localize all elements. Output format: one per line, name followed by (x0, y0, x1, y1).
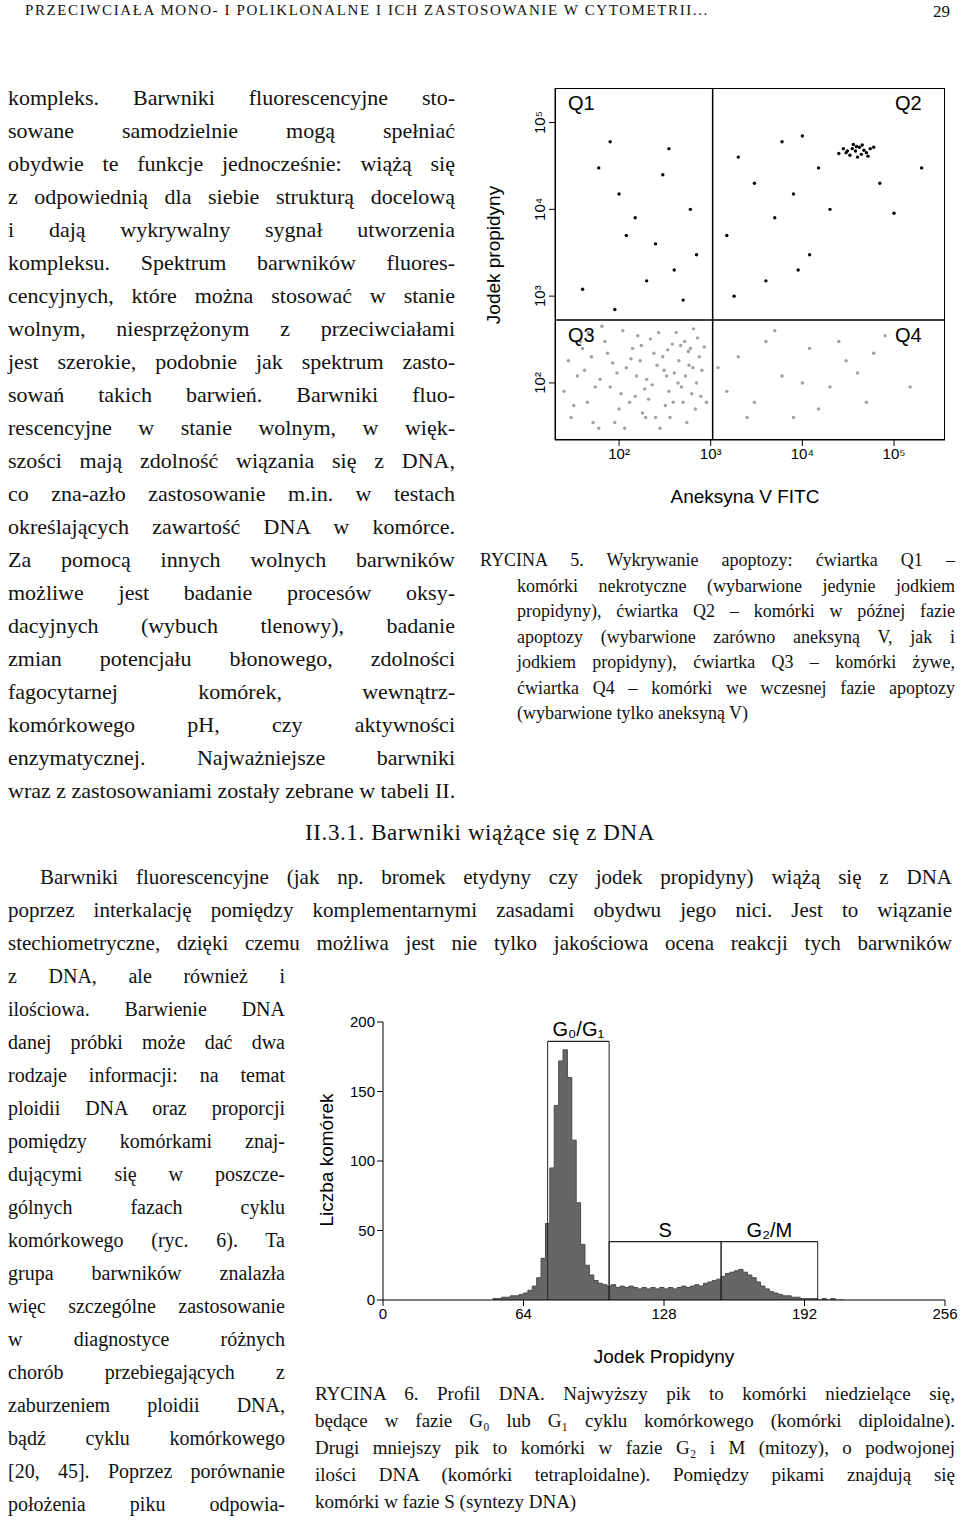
svg-text:10²: 10² (608, 445, 630, 462)
html-text:zaburzeniem ploidii DNA,: zaburzeniem ploidii DNA, (8, 1393, 285, 1416)
html-text:sowane samodzielnie mogą spełn: sowane samodzielnie mogą spełniać (8, 117, 455, 143)
svg-text:10⁵: 10⁵ (531, 111, 548, 134)
svg-text:0: 0 (367, 1291, 375, 1308)
html-text:Q2: Q2 (895, 92, 922, 114)
svg-text:192: 192 (792, 1305, 817, 1322)
html-text:i dają wykrywalny sygnał utwor: i dają wykrywalny sygnał utworzenia (8, 216, 455, 242)
html-text:możliwe jest badanie procesów: możliwe jest badanie procesów oksy- (8, 579, 455, 605)
html-text:apoptozy (wybarwione zarówno a: apoptozy (wybarwione zarówno aneksyną V,… (517, 626, 955, 647)
svg-text:64: 64 (515, 1305, 532, 1322)
html-text:RYCINA 5. Wykrywanie apoptozy:: RYCINA 5. Wykrywanie apoptozy: ćwiartka … (480, 550, 955, 570)
html-text:wraz z zastosowaniami zostały: wraz z zastosowaniami zostały zebrane w … (8, 777, 456, 803)
html-text:ćwiartka Q4 – komórki we wczes: ćwiartka Q4 – komórki we wczesnej fazie … (517, 677, 955, 698)
html-text:ilościowa. Barwienie DNA: ilościowa. Barwienie DNA (8, 997, 285, 1020)
html-text:propidyny), ćwiartka Q2 – komó: propidyny), ćwiartka Q2 – komórki w późn… (517, 601, 955, 621)
html-text:szości mają zdolność wiązania: szości mają zdolność wiązania się z DNA, (8, 447, 455, 473)
svg-text:10⁴: 10⁴ (531, 198, 548, 221)
html-text:co zna-azło zastosowanie m.in.: co zna-azło zastosowanie m.in. w testach (8, 480, 455, 506)
svg-text:S: S (658, 1219, 671, 1241)
html-text:Q3: Q3 (568, 324, 595, 346)
html-text:obydwie te funkcje jednocześni: obydwie te funkcje jednocześnie: wiążą s… (8, 150, 455, 176)
html-text:będące w fazie G₀ lub G₁ cyklu: będące w fazie G₀ lub G₁ cyklu komórkowe… (315, 1409, 955, 1431)
html-text:w diagnostyce różnych: w diagnostyce różnych (8, 1327, 285, 1350)
html-text:z odpowiednią dla siebie struk: z odpowiednią dla siebie strukturą docel… (8, 183, 455, 209)
html-text:kompleks. Barwniki fluorescenc: kompleks. Barwniki fluorescencyjne sto- (8, 84, 455, 110)
html-text:z DNA, ale również i: z DNA, ale również i (8, 964, 285, 987)
svg-text:128: 128 (651, 1305, 676, 1322)
html-text:poprzez interkalację pomiędzy: poprzez interkalację pomiędzy komplement… (8, 897, 952, 922)
html-text:Q4: Q4 (895, 324, 922, 346)
html-text:gólnych fazach cyklu: gólnych fazach cyklu (8, 1195, 285, 1218)
html-text:bądź cyklu komórkowego: bądź cyklu komórkowego (8, 1426, 285, 1449)
html-text:dacyjnych (wybuch tlenowy), ba: dacyjnych (wybuch tlenowy), badanie (8, 612, 455, 638)
html-text:Q1: Q1 (568, 92, 595, 114)
html-text:stechiometryczne, dzięki czemu: stechiometryczne, dzięki czemu możliwa j… (8, 930, 952, 955)
svg-text:10²: 10² (531, 372, 548, 394)
svg-text:0: 0 (379, 1305, 387, 1322)
html-text:kompleksu. Spektrum barwników: kompleksu. Spektrum barwników fluores- (8, 249, 455, 275)
html-text:(wybarwione tylko aneksyną V): (wybarwione tylko aneksyną V) (517, 703, 749, 723)
html-text:komórki nekrotyczne (wybarwion: komórki nekrotyczne (wybarwione jedynie … (517, 575, 955, 596)
html-text:enzymatycznej. Najważniejsze b: enzymatycznej. Najważniejsze barwniki (8, 744, 455, 770)
svg-text:G₀/G₁: G₀/G₁ (553, 1018, 605, 1040)
svg-text:200: 200 (350, 1013, 375, 1030)
html-text:danej próbki może dać dwa: danej próbki może dać dwa (8, 1030, 285, 1053)
html-text:[20, 45]. Poprzez porównanie: [20, 45]. Poprzez porównanie (8, 1459, 285, 1482)
html-text:pomiędzy komórkami znaj-: pomiędzy komórkami znaj- (8, 1129, 285, 1152)
svg-text:10⁵: 10⁵ (883, 445, 906, 462)
html-text:Za pomocą innych wolnych barwn: Za pomocą innych wolnych barwników (8, 546, 455, 572)
html-text:Barwniki fluorescencyjne (jak: Barwniki fluorescencyjne (jak np. bromek… (40, 864, 952, 889)
html-text:Jodek propidyny: Jodek propidyny (483, 185, 504, 325)
html-text:Drugi mniejszy pik to komórki: Drugi mniejszy pik to komórki w fazie G₂… (315, 1436, 955, 1458)
html-text:chorób przebiegających z: chorób przebiegających z (8, 1360, 285, 1383)
html-text:ploidii DNA oraz proporcji: ploidii DNA oraz proporcji (8, 1096, 285, 1119)
svg-text:10³: 10³ (531, 285, 548, 307)
svg-text:256: 256 (932, 1305, 952, 1322)
html-text:PRZECIWCIAŁA MONO- I POLIKLONA: PRZECIWCIAŁA MONO- I POLIKLONALNE I ICH … (25, 2, 709, 18)
svg-text:10³: 10³ (700, 445, 722, 462)
html-text:fagocytarnej komórek, wewnątrz: fagocytarnej komórek, wewnątrz- (8, 678, 455, 704)
html-text:II.3.1. Barwniki wiążące się z: II.3.1. Barwniki wiążące się z DNA (305, 820, 655, 845)
svg-text:G₂/M: G₂/M (747, 1219, 793, 1241)
html-text:Liczba komórek: Liczba komórek (316, 1093, 337, 1227)
html-text:ilości DNA (komórki tetraploid: ilości DNA (komórki tetraploidalne). Pom… (315, 1463, 955, 1485)
html-text:Aneksyna V FITC: Aneksyna V FITC (670, 486, 820, 507)
html-text:więc szczególne zastosowanie: więc szczególne zastosowanie (8, 1294, 285, 1317)
html-text:określających zawartość DNA w: określających zawartość DNA w komórce. (8, 513, 455, 539)
html-text:komórkowego pH, czy aktywności: komórkowego pH, czy aktywności (8, 711, 455, 737)
html-text:sowań takich barwień. Barwniki: sowań takich barwień. Barwniki fluo- (8, 381, 455, 407)
html-text:położenia piku odpowia-: położenia piku odpowia- (8, 1492, 285, 1515)
html-text:wolnym, niesprzężonym z przeci: wolnym, niesprzężonym z przeciwciałami (8, 315, 455, 341)
html-text:Jodek Propidyny: Jodek Propidyny (593, 1346, 735, 1367)
html-text:RYCINA 6. Profil DNA. Najwyższ: RYCINA 6. Profil DNA. Najwyższy pik to k… (315, 1382, 955, 1404)
html-text:dującymi się w poszcze-: dującymi się w poszcze- (8, 1162, 285, 1185)
svg-text:100: 100 (350, 1152, 375, 1169)
svg-text:50: 50 (358, 1222, 375, 1239)
html-text:komórkowego (ryc. 6). Ta: komórkowego (ryc. 6). Ta (8, 1228, 285, 1251)
html-text:jodkiem propidyny), ćwiartka Q: jodkiem propidyny), ćwiartka Q3 – komórk… (517, 652, 955, 672)
html-text:rescencyjne w stanie wolnym, w: rescencyjne w stanie wolnym, w więk- (8, 414, 455, 440)
html-text:29: 29 (933, 2, 950, 21)
html-text:grupa barwników znalazła: grupa barwników znalazła (8, 1261, 285, 1284)
html-text:rodzaje informacji: na temat: rodzaje informacji: na temat (8, 1063, 285, 1086)
html-text:zmian potencjału błonowego, zd: zmian potencjału błonowego, zdolności (8, 645, 455, 671)
html-text:jest szerokie, podobnie jak sp: jest szerokie, podobnie jak spektrum zas… (8, 348, 455, 374)
svg-text:10⁴: 10⁴ (791, 445, 814, 462)
svg-text:150: 150 (350, 1083, 375, 1100)
html-text:cencyjnych, które można stosow: cencyjnych, które można stosować w stani… (8, 282, 455, 308)
html-text:komórki w fazie S (syntezy DNA: komórki w fazie S (syntezy DNA) (315, 1490, 577, 1512)
